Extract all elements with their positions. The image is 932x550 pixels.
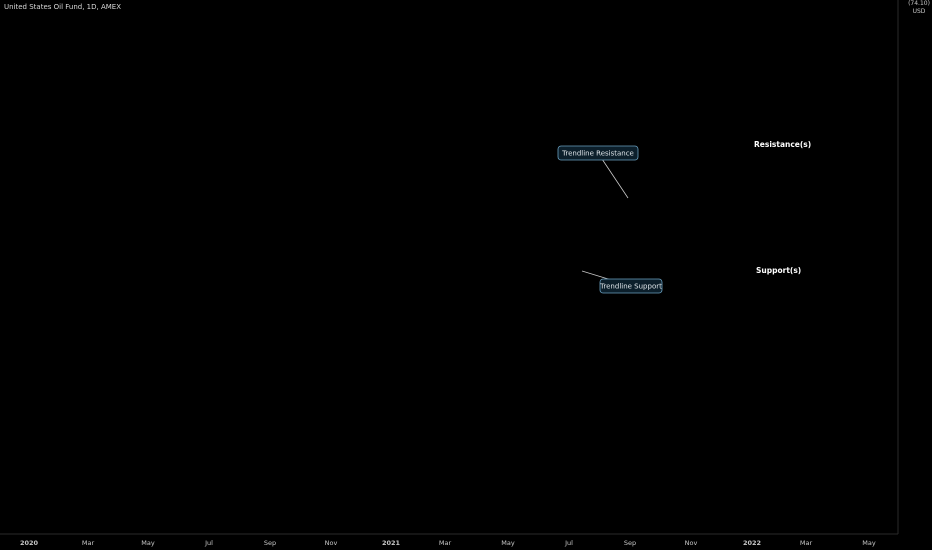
- x-tick-label: Sep: [264, 539, 276, 547]
- trendline-support-callout-text: Trendline Support: [599, 283, 662, 291]
- resistance-label: Resistance(s): [754, 140, 811, 149]
- x-tick-label: 2020: [20, 539, 39, 547]
- trendline-resistance-callout-pointer: [597, 152, 629, 199]
- x-tick-label: Mar: [800, 539, 813, 547]
- x-tick-label: Nov: [325, 539, 338, 547]
- x-tick-label: May: [862, 539, 876, 547]
- x-tick-label: Sep: [624, 539, 636, 547]
- y-axis-top-label: (74.10): [908, 0, 930, 7]
- x-tick-label: May: [141, 539, 155, 547]
- x-tick-label: Mar: [82, 539, 95, 547]
- x-tick-label: May: [501, 539, 515, 547]
- x-tick-label: Nov: [685, 539, 698, 547]
- trendline-support-callout-box[interactable]: [599, 278, 663, 294]
- x-tick-label: Jul: [204, 539, 213, 547]
- chart-title: United States Oil Fund, 1D, AMEX: [4, 3, 122, 11]
- x-tick-label: 2021: [382, 539, 401, 547]
- trendline-resistance-callout-box[interactable]: [557, 145, 639, 161]
- support-label: Support(s): [756, 266, 801, 275]
- x-tick-label: Jul: [564, 539, 573, 547]
- currency-label: USD: [913, 8, 926, 15]
- x-tick-label: Mar: [439, 539, 452, 547]
- trendline-resistance-callout-text: Trendline Resistance: [561, 150, 634, 158]
- x-tick-label: 2022: [743, 539, 761, 547]
